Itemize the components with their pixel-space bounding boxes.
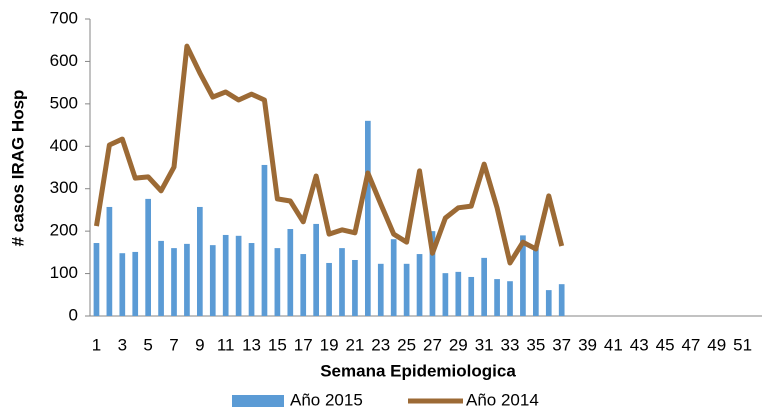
bar <box>171 248 177 316</box>
bar <box>261 164 268 316</box>
bar <box>365 120 371 316</box>
bar <box>222 234 229 316</box>
x-tick-label: 29 <box>449 335 468 354</box>
bar <box>416 254 423 316</box>
x-tick-label: 7 <box>169 335 178 354</box>
x-tick-label: 27 <box>423 335 442 354</box>
x-tick-label: 25 <box>397 335 416 354</box>
bar <box>145 198 151 316</box>
x-tick-label: 5 <box>143 335 152 354</box>
bar <box>494 279 500 316</box>
y-tick-label: 700 <box>50 8 78 27</box>
x-axis-title: Semana Epidemiologica <box>320 361 516 380</box>
bar <box>377 263 384 316</box>
bar <box>481 257 487 316</box>
line <box>93 43 565 266</box>
x-tick-label: 9 <box>195 335 204 354</box>
y-tick-label: 600 <box>50 51 78 70</box>
y-tick-label: 400 <box>50 136 78 155</box>
x-tick-label: 21 <box>345 335 364 354</box>
bar <box>455 271 462 316</box>
y-axis-title: # casos IRAG Hosp <box>8 90 27 247</box>
bar <box>326 262 332 316</box>
bar <box>313 223 319 316</box>
y-tick-label: 200 <box>50 221 78 240</box>
bar <box>533 248 539 316</box>
x-tick-label: 47 <box>681 335 700 354</box>
legend-swatch <box>232 395 284 407</box>
bar <box>520 235 526 316</box>
bar <box>507 281 513 316</box>
bar <box>93 243 100 316</box>
x-tick-label: 43 <box>630 335 649 354</box>
bar <box>558 284 565 316</box>
x-tick-label: 11 <box>217 335 235 354</box>
x-tick-label: 45 <box>656 335 675 354</box>
y-tick-label: 500 <box>50 93 78 112</box>
x-tick-label: 13 <box>242 335 261 354</box>
x-tick-label: 23 <box>371 335 390 354</box>
bar <box>339 248 345 316</box>
y-tick-label: 0 <box>69 305 78 324</box>
bar <box>106 206 113 316</box>
bar <box>158 240 164 316</box>
bar <box>352 259 358 316</box>
x-tick-label: 31 <box>475 335 494 354</box>
x-tick-label: 51 <box>733 335 752 354</box>
bar <box>209 245 216 316</box>
bar <box>390 239 397 316</box>
bar <box>403 263 410 316</box>
legend-label: Año 2014 <box>466 390 539 409</box>
x-tick-label: 41 <box>604 335 623 354</box>
legend-label: Año 2015 <box>290 390 363 409</box>
bar <box>248 243 255 316</box>
x-tick-label: 17 <box>294 335 313 354</box>
x-tick-label: 3 <box>118 335 127 354</box>
x-tick-label: 33 <box>501 335 520 354</box>
x-tick-label: 1 <box>92 335 101 354</box>
bar <box>274 248 281 316</box>
bar <box>197 206 203 316</box>
x-tick-label: 35 <box>526 335 545 354</box>
bar <box>235 235 242 316</box>
x-tick-label: 39 <box>578 335 597 354</box>
bar <box>184 243 190 316</box>
bar <box>300 254 307 316</box>
x-tick-label: 19 <box>320 335 339 354</box>
bar <box>287 229 294 316</box>
bar <box>442 273 449 316</box>
y-tick-label: 100 <box>50 263 78 282</box>
bar <box>545 290 552 316</box>
bar <box>132 251 139 316</box>
x-tick-label: 37 <box>552 335 571 354</box>
y-tick-label: 300 <box>50 178 78 197</box>
bar <box>119 253 126 316</box>
x-tick-label: 15 <box>268 335 287 354</box>
x-tick-label: 49 <box>707 335 726 354</box>
bar <box>429 231 436 316</box>
bar <box>468 276 475 316</box>
